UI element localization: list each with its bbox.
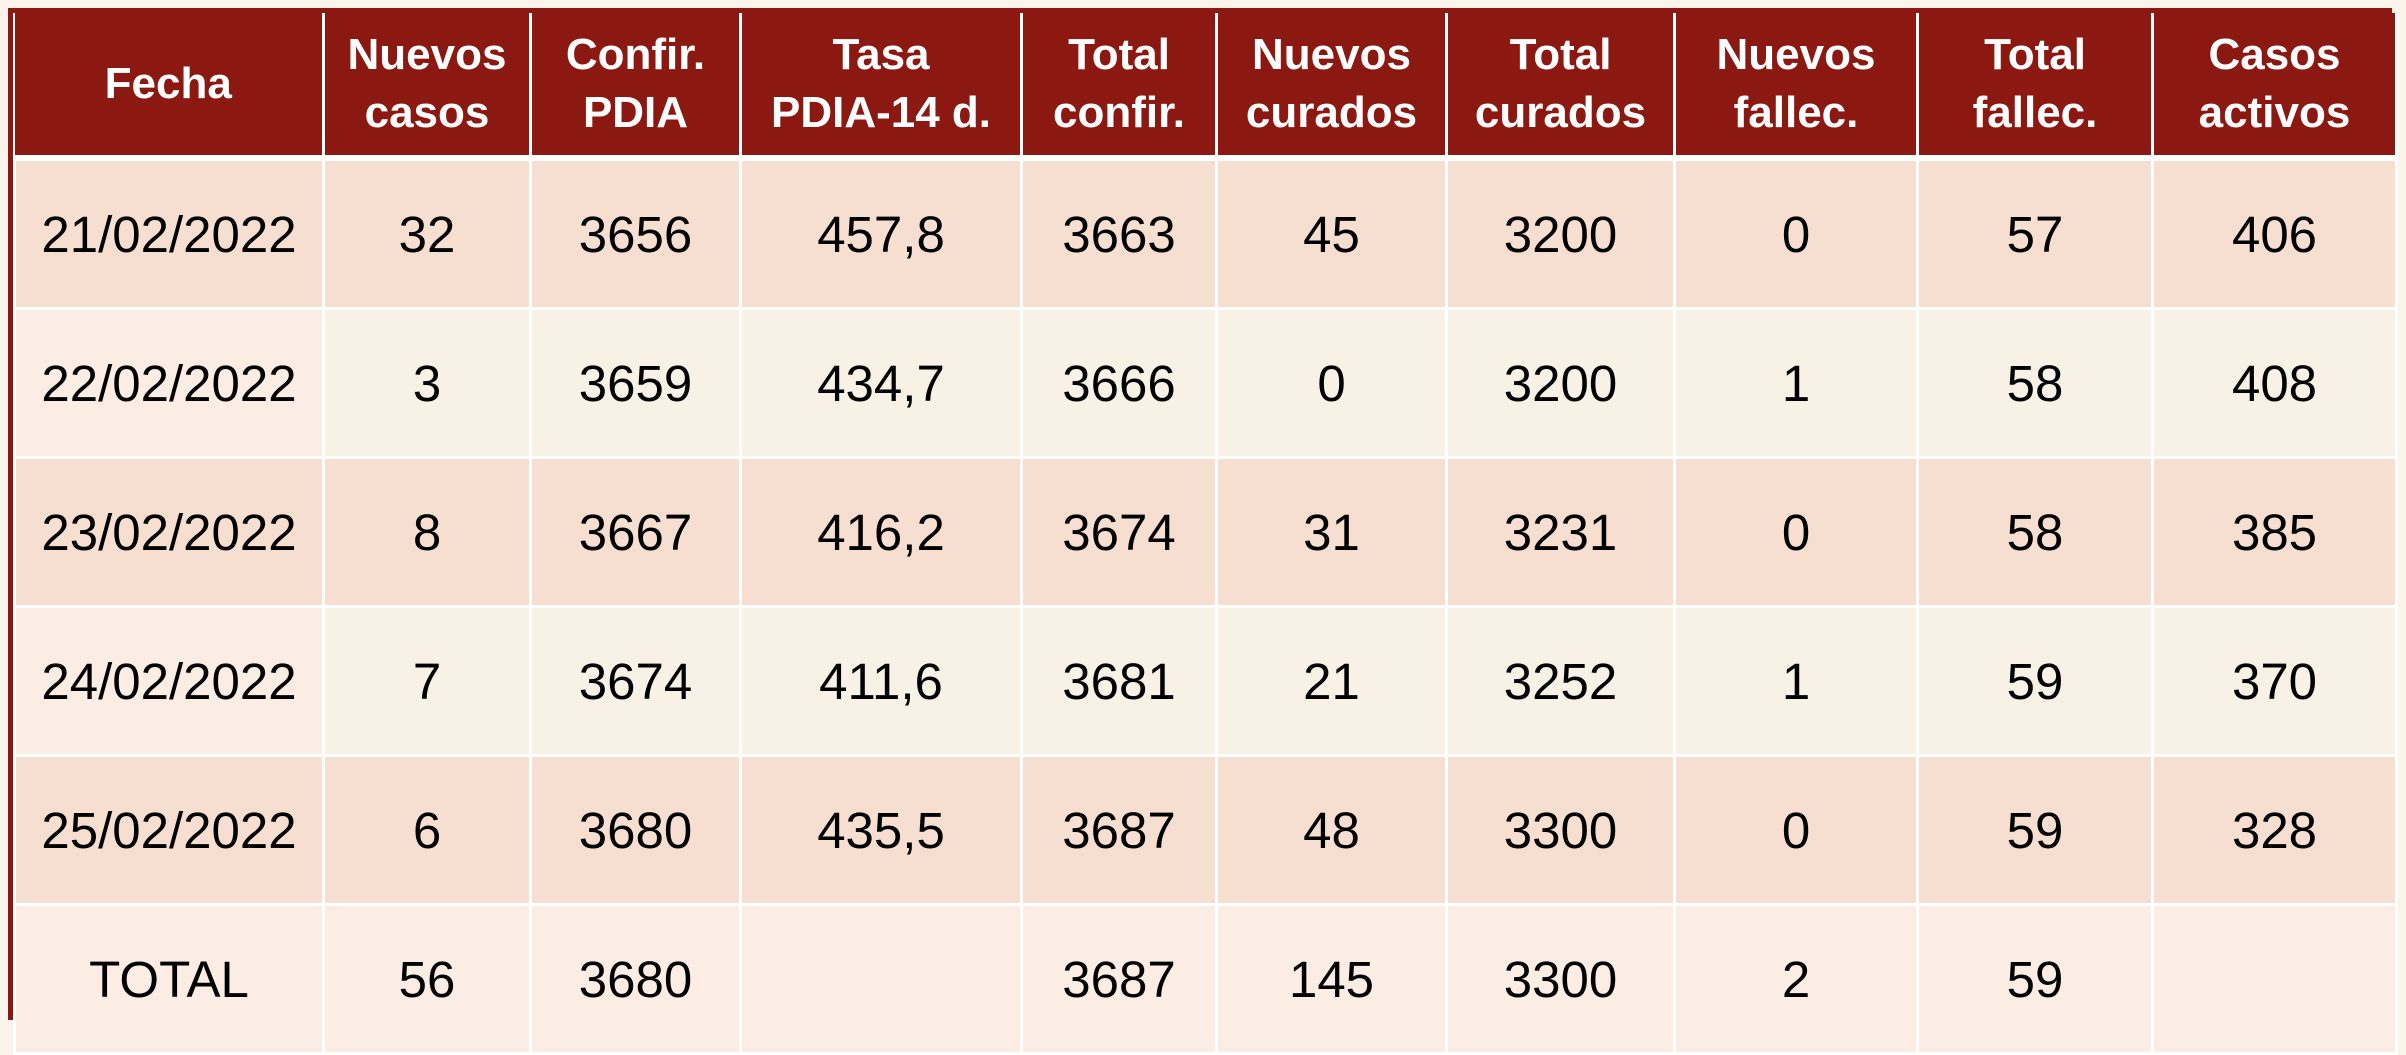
table-cell: 3200 (1445, 156, 1676, 310)
table-cell: 2 (1673, 903, 1919, 1055)
table-cell: 21 (1215, 605, 1448, 757)
table-cell: 3659 (529, 307, 742, 459)
empty-cell (739, 903, 1023, 1055)
table-cell: 59 (1916, 605, 2154, 757)
table-cell: 57 (1916, 156, 2154, 310)
table-cell: 58 (1916, 307, 2154, 459)
table-cell: 3 (322, 307, 532, 459)
table-row: 21/02/2022 32 3656 457,8 3663 45 3200 0 57 406 (13, 156, 2398, 310)
table-cell: 3680 (529, 754, 742, 906)
table-cell: 145 (1215, 903, 1448, 1055)
table-cell: 3231 (1445, 456, 1676, 608)
table-cell: 385 (2151, 456, 2398, 608)
header-cell: Nuevos fallec. (1674, 13, 1919, 161)
header-cell: Casos activos (2152, 13, 2398, 161)
header-cell: Total curados (1446, 13, 1676, 161)
table-cell: 411,6 (739, 605, 1023, 757)
table-cell: 21/02/2022 (13, 156, 325, 310)
table-cell: 24/02/2022 (13, 605, 325, 757)
table-row: 23/02/2022 8 3667 416,2 3674 31 3231 0 58 385 (13, 456, 2398, 608)
table-cell: TOTAL (13, 903, 325, 1055)
table-cell: 457,8 (739, 156, 1023, 310)
table-cell: 3687 (1020, 903, 1218, 1055)
table-cell: 59 (1916, 903, 2154, 1055)
empty-cell (2151, 903, 2398, 1055)
table-cell: 32 (322, 156, 532, 310)
table-cell: 3300 (1445, 903, 1676, 1055)
table-cell: 3252 (1445, 605, 1676, 757)
table-cell: 0 (1215, 307, 1448, 459)
table-cell: 3674 (529, 605, 742, 757)
header-row: Fecha Nuevos casos Confir. PDIA Tasa PDIA-1… (14, 13, 2398, 161)
table-row: 25/02/2022 6 3680 435,5 3687 48 3300 0 59 328 (13, 754, 2398, 906)
table-body: 21/02/2022 32 3656 457,8 3663 45 3200 0 57 406 22/… (13, 156, 2398, 1055)
table-cell: 370 (2151, 605, 2398, 757)
table-cell: 0 (1673, 754, 1919, 906)
table-cell: 6 (322, 754, 532, 906)
table-cell: 3681 (1020, 605, 1218, 757)
table-frame: Fecha Nuevos casos Confir. PDIA Tasa PDIA-1… (8, 8, 2398, 1055)
table-cell: 1 (1673, 605, 1919, 757)
table-cell: 3667 (529, 456, 742, 608)
table-row: 24/02/2022 7 3674 411,6 3681 21 3252 1 59 370 (13, 605, 2398, 757)
page: Fecha Nuevos casos Confir. PDIA Tasa PDIA-1… (8, 8, 2398, 1055)
header-cell: Fecha (14, 13, 325, 161)
table-cell: 3656 (529, 156, 742, 310)
table-cell: 408 (2151, 307, 2398, 459)
data-table: Fecha Nuevos casos Confir. PDIA Tasa PDIA-1… (13, 13, 2398, 1055)
table-cell: 0 (1673, 456, 1919, 608)
table-cell: 45 (1215, 156, 1448, 310)
table-cell: 435,5 (739, 754, 1023, 906)
table-cell: 3687 (1020, 754, 1218, 906)
header-cell: Tasa PDIA-14 d. (740, 13, 1023, 161)
header-cell: Nuevos casos (323, 13, 532, 161)
table-cell: 3674 (1020, 456, 1218, 608)
table-cell: 3200 (1445, 307, 1676, 459)
table-cell: 22/02/2022 (13, 307, 325, 459)
table-cell: 1 (1673, 307, 1919, 459)
table-cell: 31 (1215, 456, 1448, 608)
table-cell: 7 (322, 605, 532, 757)
table-row: 22/02/2022 3 3659 434,7 3666 0 3200 1 58 408 (13, 307, 2398, 459)
table-cell: 3680 (529, 903, 742, 1055)
table-cell: 416,2 (739, 456, 1023, 608)
table-cell: 3666 (1020, 307, 1218, 459)
table-cell: 0 (1673, 156, 1919, 310)
table-cell: 25/02/2022 (13, 754, 325, 906)
table-row: TOTAL 56 3680 3687 145 3300 2 59 (13, 903, 2398, 1055)
table-cell: 56 (322, 903, 532, 1055)
header-cell: Confir. PDIA (530, 13, 742, 161)
table-cell: 406 (2151, 156, 2398, 310)
table-cell: 48 (1215, 754, 1448, 906)
table-cell: 434,7 (739, 307, 1023, 459)
table-cell: 3300 (1445, 754, 1676, 906)
table-cell: 8 (322, 456, 532, 608)
table-cell: 23/02/2022 (13, 456, 325, 608)
header-cell: Total fallec. (1917, 13, 2154, 161)
table-cell: 58 (1916, 456, 2154, 608)
header-cell: Total confir. (1021, 13, 1218, 161)
table-cell: 3663 (1020, 156, 1218, 310)
header-cell: Nuevos curados (1216, 13, 1448, 161)
table-cell: 59 (1916, 754, 2154, 906)
table-cell: 328 (2151, 754, 2398, 906)
